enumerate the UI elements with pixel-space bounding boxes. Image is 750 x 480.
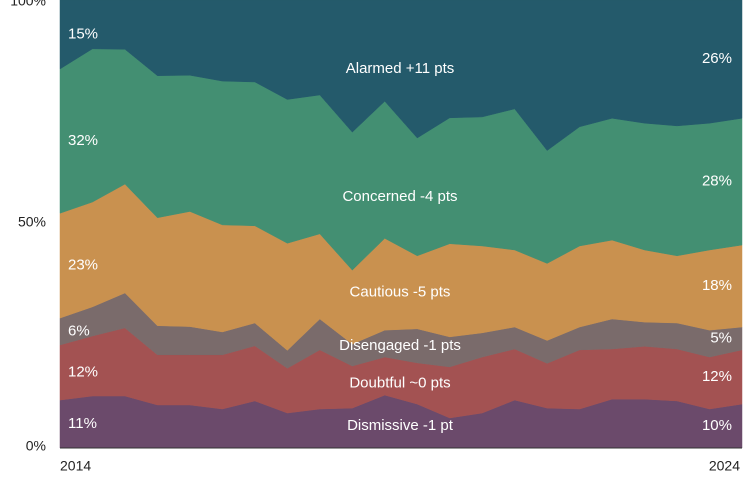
series-label: Dismissive -1 pt xyxy=(347,417,454,434)
value-label: 12% xyxy=(702,368,732,385)
y-tick-label: 0% xyxy=(26,438,46,454)
y-tick-label: 50% xyxy=(18,214,46,230)
value-label: 10% xyxy=(702,417,732,434)
value-label: 18% xyxy=(702,277,732,294)
value-label: 26% xyxy=(702,50,732,67)
value-label: 15% xyxy=(68,25,98,42)
series-label: Cautious -5 pts xyxy=(350,283,451,300)
area xyxy=(59,0,743,151)
x-tick-label: 2014 xyxy=(60,458,91,474)
series-label: Alarmed +11 pts xyxy=(346,60,455,77)
series-label: Doubtful ~0 pts xyxy=(349,374,450,391)
value-label: 5% xyxy=(710,329,732,346)
value-label: 23% xyxy=(68,257,98,274)
value-label: 11% xyxy=(68,415,97,432)
value-label: 32% xyxy=(68,132,98,149)
y-tick-label: 100% xyxy=(10,0,46,9)
series-label: Disengaged -1 pts xyxy=(339,337,461,354)
value-label: 28% xyxy=(702,173,732,190)
value-label: 12% xyxy=(68,363,98,380)
x-tick-label: 2024 xyxy=(709,458,740,474)
series-label: Concerned -4 pts xyxy=(342,188,457,205)
value-label: 6% xyxy=(68,322,90,339)
